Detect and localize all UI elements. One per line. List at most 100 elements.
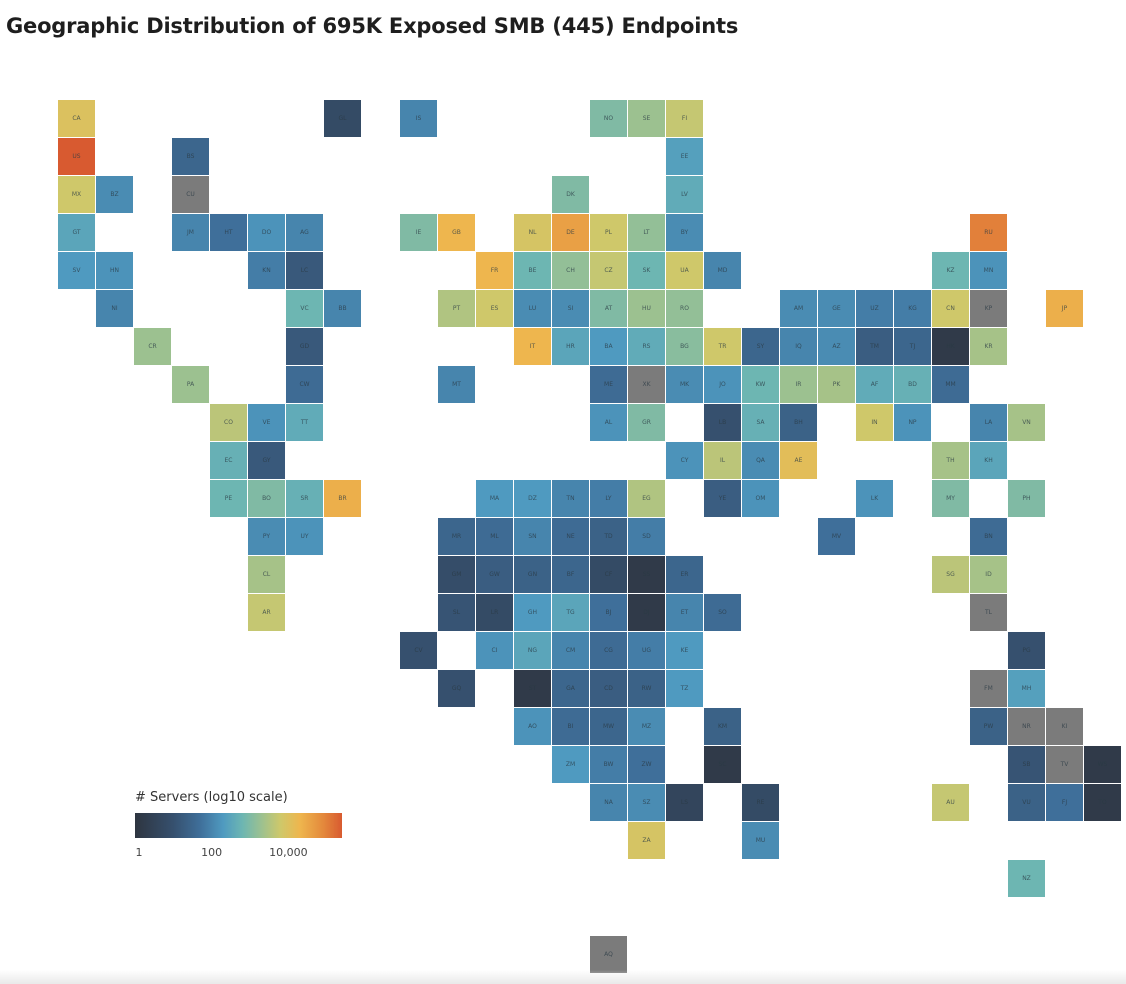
country-tile-gl[interactable]: GL (324, 100, 361, 137)
country-tile-sk[interactable]: SK (628, 252, 665, 289)
country-tile-to[interactable]: TO (1084, 784, 1121, 821)
country-tile-ht[interactable]: HT (210, 214, 247, 251)
country-tile-fr[interactable]: FR (476, 252, 513, 289)
country-tile-so[interactable]: SO (704, 594, 741, 631)
country-tile-do[interactable]: DO (248, 214, 285, 251)
country-tile-gr[interactable]: GR (628, 404, 665, 441)
country-tile-lb[interactable]: LB (704, 404, 741, 441)
country-tile-my[interactable]: MY (932, 480, 969, 517)
country-tile-kz[interactable]: KZ (932, 252, 969, 289)
country-tile-ki[interactable]: KI (1046, 708, 1083, 745)
country-tile-am[interactable]: AM (780, 290, 817, 327)
country-tile-hr[interactable]: HR (552, 328, 589, 365)
country-tile-in[interactable]: IN (856, 404, 893, 441)
country-tile-id[interactable]: ID (970, 556, 1007, 593)
country-tile-ni[interactable]: NI (96, 290, 133, 327)
country-tile-ar[interactable]: AR (248, 594, 285, 631)
country-tile-mm[interactable]: MM (932, 366, 969, 403)
country-tile-sb[interactable]: SB (1008, 746, 1045, 783)
country-tile-zw[interactable]: ZW (628, 746, 665, 783)
country-tile-ba[interactable]: BA (590, 328, 627, 365)
country-tile-al[interactable]: AL (590, 404, 627, 441)
country-tile-tt[interactable]: TT (286, 404, 323, 441)
country-tile-hu[interactable]: HU (628, 290, 665, 327)
country-tile-dj[interactable]: DJ (628, 594, 665, 631)
country-tile-bf[interactable]: BF (552, 556, 589, 593)
country-tile-kp[interactable]: KP (970, 290, 1007, 327)
country-tile-lt[interactable]: LT (628, 214, 665, 251)
country-tile-ci[interactable]: CI (476, 632, 513, 669)
country-tile-bh[interactable]: BH (780, 404, 817, 441)
country-tile-er[interactable]: ER (666, 556, 703, 593)
country-tile-rw[interactable]: RW (628, 670, 665, 707)
country-tile-pw[interactable]: PW (970, 708, 1007, 745)
country-tile-cr[interactable]: CR (134, 328, 171, 365)
country-tile-ng[interactable]: NG (514, 632, 551, 669)
country-tile-qa[interactable]: QA (742, 442, 779, 479)
country-tile-sy[interactable]: SY (742, 328, 779, 365)
country-tile-sl[interactable]: SL (438, 594, 475, 631)
country-tile-km[interactable]: KM (704, 708, 741, 745)
country-tile-et[interactable]: ET (666, 594, 703, 631)
country-tile-mt[interactable]: MT (438, 366, 475, 403)
country-tile-at[interactable]: AT (590, 290, 627, 327)
country-tile-fi[interactable]: FI (666, 100, 703, 137)
country-tile-ma[interactable]: MA (476, 480, 513, 517)
country-tile-mv[interactable]: MV (818, 518, 855, 555)
country-tile-cf[interactable]: CF (590, 556, 627, 593)
country-tile-tz[interactable]: TZ (666, 670, 703, 707)
country-tile-mz[interactable]: MZ (628, 708, 665, 745)
country-tile-lc[interactable]: LC (286, 252, 323, 289)
country-tile-kr[interactable]: KR (970, 328, 1007, 365)
country-tile-ae[interactable]: AE (780, 442, 817, 479)
country-tile-kg[interactable]: KG (894, 290, 931, 327)
country-tile-om[interactable]: OM (742, 480, 779, 517)
country-tile-sv[interactable]: SV (58, 252, 95, 289)
country-tile-me[interactable]: ME (590, 366, 627, 403)
country-tile-sg[interactable]: SG (932, 556, 969, 593)
country-tile-sd[interactable]: SD (628, 518, 665, 555)
country-tile-za[interactable]: ZA (628, 822, 665, 859)
country-tile-sa[interactable]: SA (742, 404, 779, 441)
country-tile-us[interactable]: US (58, 138, 95, 175)
country-tile-is[interactable]: IS (400, 100, 437, 137)
country-tile-bb[interactable]: BB (324, 290, 361, 327)
country-tile-bi[interactable]: BI (552, 708, 589, 745)
country-tile-xk[interactable]: XK (628, 366, 665, 403)
country-tile-lv[interactable]: LV (666, 176, 703, 213)
country-tile-ug[interactable]: UG (628, 632, 665, 669)
country-tile-it[interactable]: IT (514, 328, 551, 365)
country-tile-br[interactable]: BR (324, 480, 361, 517)
country-tile-nl[interactable]: NL (514, 214, 551, 251)
country-tile-tn[interactable]: TN (552, 480, 589, 517)
country-tile-st[interactable]: ST (514, 670, 551, 707)
country-tile-pa[interactable]: PA (172, 366, 209, 403)
country-tile-bg[interactable]: BG (666, 328, 703, 365)
country-tile-gm[interactable]: GM (438, 556, 475, 593)
country-tile-pk[interactable]: PK (818, 366, 855, 403)
country-tile-ag[interactable]: AG (286, 214, 323, 251)
country-tile-co[interactable]: CO (210, 404, 247, 441)
country-tile-pg[interactable]: PG (1008, 632, 1045, 669)
country-tile-bn[interactable]: BN (970, 518, 1007, 555)
country-tile-mx[interactable]: MX (58, 176, 95, 213)
country-tile-gd[interactable]: GD (286, 328, 323, 365)
country-tile-th[interactable]: TH (932, 442, 969, 479)
country-tile-eg[interactable]: EG (628, 480, 665, 517)
country-tile-lu[interactable]: LU (514, 290, 551, 327)
country-tile-ml[interactable]: ML (476, 518, 513, 555)
country-tile-vu[interactable]: VU (1008, 784, 1045, 821)
country-tile-tj[interactable]: TJ (894, 328, 931, 365)
country-tile-pe[interactable]: PE (210, 480, 247, 517)
country-tile-td[interactable]: TD (590, 518, 627, 555)
country-tile-md[interactable]: MD (704, 252, 741, 289)
country-tile-ie[interactable]: IE (400, 214, 437, 251)
country-tile-sr[interactable]: SR (286, 480, 323, 517)
country-tile-iq[interactable]: IQ (780, 328, 817, 365)
country-tile-ls[interactable]: LS (666, 784, 703, 821)
country-tile-hn[interactable]: HN (96, 252, 133, 289)
country-tile-az[interactable]: AZ (818, 328, 855, 365)
country-tile-jo[interactable]: JO (704, 366, 741, 403)
country-tile-hk[interactable]: HK (932, 328, 969, 365)
country-tile-bs[interactable]: BS (172, 138, 209, 175)
